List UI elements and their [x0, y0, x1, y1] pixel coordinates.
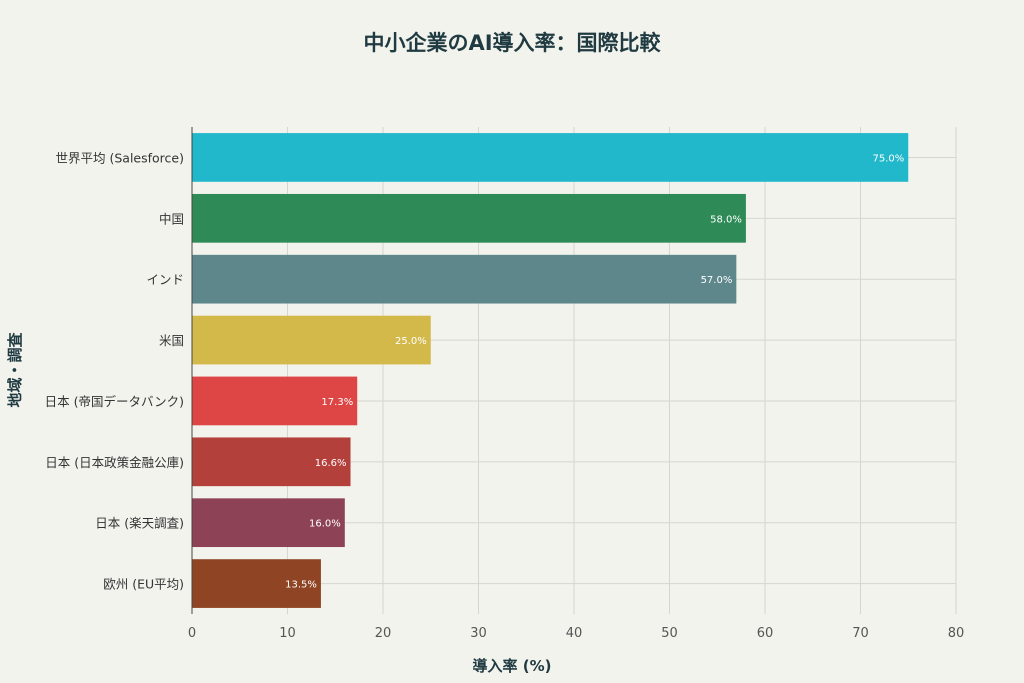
- x-tick-label-2: 20: [375, 626, 392, 641]
- category-label-4: 日本 (帝国データバンク): [45, 394, 184, 409]
- x-tick-label-0: 0: [188, 626, 196, 641]
- bar-value-label-5: 16.6%: [315, 458, 347, 469]
- x-tick-label-4: 40: [566, 626, 583, 641]
- chart-title: 中小企業のAI導入率：国際比較: [363, 31, 661, 55]
- bar-value-label-3: 25.0%: [395, 336, 427, 347]
- bar-value-label-6: 16.0%: [309, 519, 341, 530]
- x-tick-label-3: 30: [470, 626, 487, 641]
- bar-4: [192, 376, 358, 426]
- category-label-7: 欧州 (EU平均): [103, 577, 184, 592]
- bar-value-label-2: 57.0%: [701, 275, 733, 286]
- x-axis-title: 導入率 (%): [473, 657, 552, 675]
- category-label-0: 世界平均 (Salesforce): [56, 150, 184, 165]
- category-label-3: 米国: [159, 333, 184, 348]
- bar-2: [192, 254, 737, 304]
- x-tick-label-1: 10: [279, 626, 296, 641]
- bar-value-label-1: 58.0%: [710, 214, 742, 225]
- category-label-6: 日本 (楽天調査): [95, 516, 184, 531]
- x-tick-label-7: 70: [852, 626, 869, 641]
- bar-value-label-7: 13.5%: [285, 580, 317, 591]
- x-tick-label-8: 80: [948, 626, 965, 641]
- x-tick-label-5: 50: [661, 626, 678, 641]
- category-label-2: インド: [146, 272, 184, 287]
- bar-6: [192, 498, 345, 548]
- category-label-5: 日本 (日本政策金融公庫): [45, 455, 184, 470]
- bar-value-label-0: 75.0%: [872, 153, 904, 164]
- category-label-1: 中国: [159, 211, 184, 226]
- x-tick-label-6: 60: [757, 626, 774, 641]
- bar-1: [192, 193, 746, 243]
- bar-5: [192, 437, 351, 487]
- bar-value-label-4: 17.3%: [321, 397, 353, 408]
- bar-0: [192, 133, 909, 182]
- bars-layer: 75.0% 58.0% 57.0% 25.0% 17.3% 16.6% 16.0% 13.5%: [192, 133, 909, 608]
- bar-3: [192, 315, 431, 365]
- bar-7: [192, 559, 321, 608]
- x-tick-labels: 0 10 20 30 40 50 60 70 80: [188, 626, 964, 641]
- y-axis-title: 地域・調査: [6, 332, 24, 408]
